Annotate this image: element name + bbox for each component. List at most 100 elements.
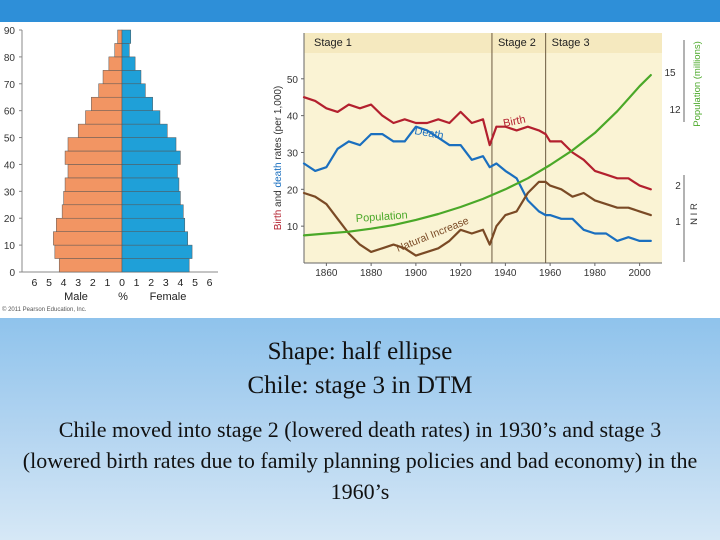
age-tick-90: 90 bbox=[4, 26, 16, 37]
pyramid-x-tick-9: 3 bbox=[163, 277, 169, 289]
female-bar-45-49 bbox=[121, 137, 177, 152]
population-line bbox=[302, 73, 652, 237]
age-tick-70: 70 bbox=[4, 80, 16, 91]
y-tick-20: 20 bbox=[287, 185, 299, 196]
pyramid-x-tick-0: 6 bbox=[31, 277, 37, 289]
caption-panel bbox=[0, 318, 720, 540]
y-label-and: and bbox=[273, 187, 284, 209]
male-bar-55-59 bbox=[85, 110, 123, 125]
age-tick-60: 60 bbox=[4, 107, 16, 118]
age-tick-40: 40 bbox=[4, 160, 16, 171]
stage-label-1: Stage 1 bbox=[314, 37, 352, 49]
birth-line bbox=[302, 96, 652, 191]
pyramid-x-tick-8: 2 bbox=[148, 277, 154, 289]
y-tick-50: 50 bbox=[287, 75, 299, 86]
pyramid-x-tick-4: 2 bbox=[90, 277, 96, 289]
female-bar-65-69 bbox=[121, 83, 146, 98]
right-tick-1: 1 bbox=[675, 217, 681, 228]
male-bar-25-29 bbox=[63, 191, 123, 206]
nir-axis-label: N I R bbox=[689, 203, 700, 225]
y-tick-40: 40 bbox=[287, 112, 299, 123]
pyramid-x-tick-3: 3 bbox=[75, 277, 81, 289]
y-label-birth: Birth bbox=[273, 210, 284, 231]
chile-description: Chile moved into stage 2 (lowered death … bbox=[22, 417, 698, 504]
x-tick-1940: 1940 bbox=[494, 268, 517, 279]
pyramid-x-tick-6: 0 bbox=[119, 277, 125, 289]
male-bar-85-89 bbox=[117, 29, 123, 44]
male-bar-80-84 bbox=[114, 43, 123, 58]
x-tick-2000: 2000 bbox=[629, 268, 652, 279]
female-label: Female bbox=[150, 291, 187, 303]
female-bar-15-19 bbox=[121, 217, 186, 232]
age-tick-80: 80 bbox=[4, 53, 16, 64]
right-tick-12: 12 bbox=[669, 105, 681, 116]
dtm-chart: Stage 1 Stage 2 Stage 3 10 20 30 40 50 1860 188… bbox=[273, 33, 703, 279]
copyright-note: © 2011 Pearson Education, Inc. bbox=[2, 306, 87, 313]
female-bar-20-24 bbox=[121, 204, 184, 219]
pyramid-x-tick-1: 5 bbox=[46, 277, 52, 289]
death-curve-label: Death bbox=[413, 125, 444, 142]
female-bar-60-64 bbox=[121, 96, 153, 111]
age-tick-0: 0 bbox=[9, 268, 15, 279]
y-label-death: death bbox=[273, 162, 284, 187]
male-bar-70-74 bbox=[102, 70, 123, 85]
death-line bbox=[302, 125, 652, 242]
right-tick-15: 15 bbox=[664, 68, 676, 79]
male-bar-50-54 bbox=[77, 123, 123, 138]
x-tick-1900: 1900 bbox=[405, 268, 428, 279]
y-tick-30: 30 bbox=[287, 148, 299, 159]
population-axis-label: Population (millions) bbox=[692, 41, 703, 127]
birth-curve-label: Birth bbox=[502, 113, 527, 129]
male-bar-15-19 bbox=[56, 217, 123, 232]
male-bar-35-39 bbox=[67, 164, 123, 179]
male-label: Male bbox=[64, 291, 88, 303]
dtm-stage-band bbox=[304, 33, 662, 53]
male-bar-0-4 bbox=[58, 258, 123, 273]
right-tick-2: 2 bbox=[675, 181, 681, 192]
top-accent-bar bbox=[0, 0, 720, 22]
male-bar-10-14 bbox=[53, 231, 123, 246]
x-tick-1980: 1980 bbox=[584, 268, 607, 279]
female-bar-40-44 bbox=[121, 150, 181, 165]
pyramid-x-tick-7: 1 bbox=[134, 277, 140, 289]
male-bar-20-24 bbox=[61, 204, 123, 219]
chile-stage-line: Chile: stage 3 in DTM bbox=[247, 372, 473, 399]
female-bar-75-79 bbox=[121, 56, 136, 71]
natural-increase-line bbox=[302, 180, 652, 257]
x-tick-1920: 1920 bbox=[450, 268, 473, 279]
male-bar-75-79 bbox=[108, 56, 123, 71]
age-tick-20: 20 bbox=[4, 214, 16, 225]
pyramid-x-tick-12: 6 bbox=[207, 277, 213, 289]
female-bar-50-54 bbox=[121, 123, 168, 138]
female-bar-70-74 bbox=[121, 70, 142, 85]
pyramid-x-tick-10: 4 bbox=[177, 277, 183, 289]
male-bar-5-9 bbox=[54, 244, 123, 259]
male-bar-60-64 bbox=[91, 96, 123, 111]
pyramid-x-tick-11: 5 bbox=[192, 277, 198, 289]
shape-line: Shape: half ellipse bbox=[267, 338, 453, 365]
female-bar-85-89 bbox=[121, 29, 132, 44]
female-bar-30-34 bbox=[121, 177, 180, 192]
male-bar-45-49 bbox=[67, 137, 123, 152]
stage-label-2: Stage 2 bbox=[498, 37, 536, 49]
y-tick-10: 10 bbox=[287, 222, 299, 233]
female-bar-35-39 bbox=[121, 164, 178, 179]
x-tick-1860: 1860 bbox=[315, 268, 338, 279]
pyramid-x-tick-5: 1 bbox=[104, 277, 110, 289]
female-bar-25-29 bbox=[121, 191, 181, 206]
female-bar-10-14 bbox=[121, 231, 188, 246]
x-tick-1880: 1880 bbox=[360, 268, 383, 279]
age-tick-50: 50 bbox=[4, 134, 16, 145]
dtm-y-axis-label: Birth and death rates (per 1,000) bbox=[273, 86, 284, 231]
age-tick-10: 10 bbox=[4, 241, 16, 252]
pyramid-x-label: % bbox=[118, 291, 128, 303]
x-tick-1960: 1960 bbox=[539, 268, 562, 279]
female-bar-5-9 bbox=[121, 244, 193, 259]
male-bar-30-34 bbox=[64, 177, 123, 192]
age-tick-30: 30 bbox=[4, 187, 16, 198]
pyramid-x-tick-2: 4 bbox=[61, 277, 67, 289]
female-bar-80-84 bbox=[121, 43, 130, 58]
male-bar-40-44 bbox=[64, 150, 123, 165]
